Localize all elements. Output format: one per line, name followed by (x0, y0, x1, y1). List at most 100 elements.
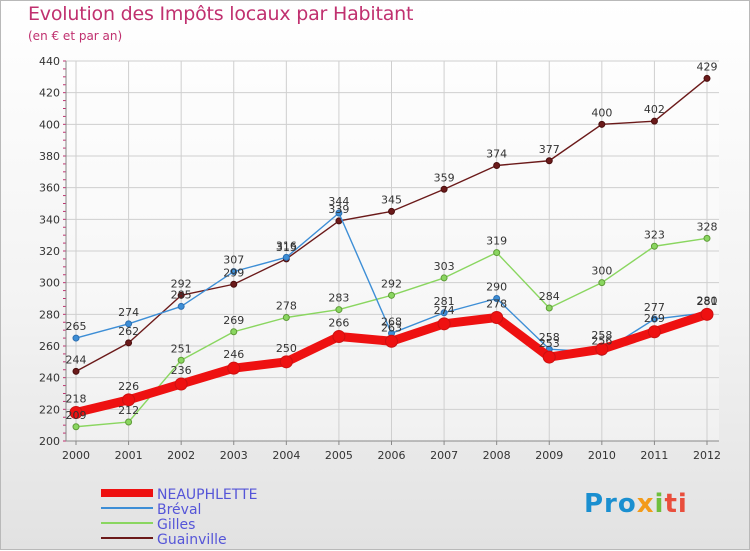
data-label: 281 (697, 295, 718, 308)
data-label: 269 (644, 312, 665, 325)
data-label: 299 (223, 266, 244, 279)
x-tick-label: 2001 (115, 449, 143, 462)
data-label: 251 (171, 342, 192, 355)
data-label: 253 (539, 337, 560, 350)
x-tick-label: 2011 (640, 449, 668, 462)
x-tick-label: 2005 (325, 449, 353, 462)
x-tick-label: 2003 (220, 449, 248, 462)
data-point (493, 295, 501, 302)
legend-label: Bréval (157, 502, 201, 518)
data-label: 290 (486, 281, 507, 294)
data-point (177, 302, 185, 310)
logo-part-1: Pro (584, 489, 637, 519)
data-point (282, 314, 290, 321)
data-label: 328 (697, 220, 718, 233)
data-point (174, 377, 188, 391)
data-point (125, 320, 133, 328)
data-label: 278 (276, 300, 297, 313)
data-label: 292 (381, 277, 402, 290)
data-point (650, 242, 658, 250)
data-label: 292 (171, 277, 192, 290)
data-label: 284 (539, 290, 560, 303)
data-label: 277 (644, 301, 665, 314)
data-label: 315 (276, 241, 297, 254)
data-point (598, 279, 606, 287)
x-tick-label: 2006 (378, 449, 406, 462)
data-point (545, 157, 553, 165)
data-point (230, 280, 238, 288)
data-point (440, 185, 448, 193)
data-label: 236 (171, 364, 192, 377)
y-tick-label: 200 (39, 435, 60, 448)
data-point (332, 330, 346, 343)
data-label: 359 (434, 171, 455, 184)
data-label: 429 (697, 60, 718, 73)
x-tick-label: 2008 (483, 449, 511, 462)
legend-label: NEAUPHLETTE (157, 487, 257, 503)
proxiti-logo: Proxiti (584, 489, 688, 519)
data-point (440, 309, 448, 317)
data-point (335, 306, 343, 314)
data-point (282, 253, 290, 261)
data-point (125, 339, 133, 347)
data-point (650, 117, 658, 125)
data-label: 374 (486, 148, 507, 161)
logo-part-4: ti (664, 489, 688, 519)
x-tick-label: 2002 (167, 449, 195, 462)
data-label: 307 (223, 254, 244, 267)
legend-label: Guainville (157, 532, 227, 548)
data-label: 250 (276, 342, 297, 355)
data-label: 278 (486, 298, 507, 311)
data-label: 283 (328, 292, 349, 305)
data-label: 339 (328, 203, 349, 216)
data-label: 262 (118, 325, 139, 338)
data-point (177, 291, 185, 299)
data-point (388, 291, 395, 299)
data-point (72, 423, 80, 431)
data-label: 258 (591, 329, 612, 342)
y-tick-label: 360 (39, 182, 60, 195)
data-point (700, 307, 714, 321)
data-point (385, 334, 398, 348)
x-tick-label: 2007 (430, 449, 458, 462)
y-tick-label: 340 (39, 213, 60, 226)
data-label: 226 (118, 380, 139, 393)
data-label: 263 (381, 321, 402, 334)
data-label: 268 (381, 315, 402, 328)
y-tick-label: 320 (39, 245, 60, 258)
y-tick-label: 300 (39, 277, 60, 290)
data-point (437, 317, 451, 331)
y-tick-label: 280 (39, 308, 60, 321)
data-label: 256 (591, 334, 612, 347)
data-label: 269 (223, 314, 244, 327)
y-tick-label: 400 (39, 118, 60, 131)
data-label: 300 (591, 265, 612, 278)
data-point (440, 274, 448, 282)
data-point (490, 311, 504, 324)
chart-title: Evolution des Impôts locaux par Habitant (28, 3, 414, 25)
data-label: 258 (539, 331, 560, 344)
x-tick-label: 2012 (693, 449, 721, 462)
data-label: 281 (434, 295, 455, 308)
x-tick-label: 2010 (588, 449, 616, 462)
data-label: 344 (328, 195, 349, 208)
data-point (125, 418, 133, 426)
data-label: 345 (381, 193, 402, 206)
y-tick-label: 440 (39, 55, 60, 68)
data-point (598, 120, 606, 128)
y-tick-label: 260 (39, 340, 60, 353)
data-label: 209 (66, 409, 87, 422)
data-label: 316 (276, 239, 297, 252)
data-label: 323 (644, 228, 665, 241)
data-point (545, 304, 553, 312)
x-tick-label: 2004 (272, 449, 300, 462)
data-point (335, 209, 343, 217)
y-tick-label: 420 (39, 87, 60, 100)
data-point (542, 350, 556, 364)
data-label: 400 (591, 106, 612, 119)
data-point (493, 162, 501, 169)
data-label: 280 (697, 294, 718, 307)
x-tick-label: 2000 (62, 449, 90, 462)
data-point (703, 234, 711, 242)
